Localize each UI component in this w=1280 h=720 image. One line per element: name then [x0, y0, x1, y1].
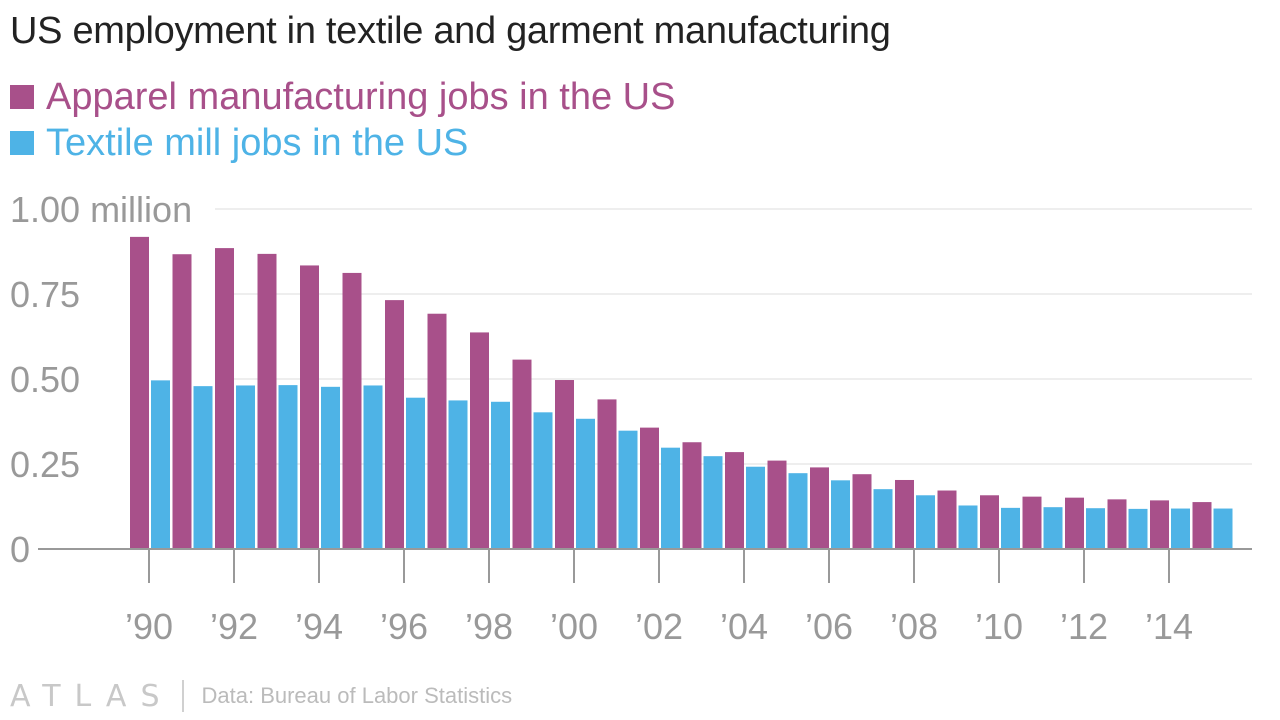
x-tick-label: ’14: [1145, 606, 1193, 647]
bar-textile-2006: [831, 480, 850, 549]
footer: ATLAS Data: Bureau of Labor Statistics: [10, 678, 512, 714]
bar-textile-2015: [1213, 508, 1233, 549]
bar-textile-1995: [363, 385, 383, 549]
footer-divider: [181, 680, 184, 712]
bar-apparel-2003: [682, 442, 702, 549]
bar-apparel-2001: [597, 399, 617, 549]
bar-textile-2010: [1001, 507, 1020, 549]
legend-swatch-apparel: [10, 85, 34, 109]
y-tick-label: 0: [10, 529, 30, 570]
bar-apparel-2004: [725, 452, 744, 549]
legend-item-textile: Textile mill jobs in the US: [10, 120, 675, 166]
bar-apparel-1996: [385, 300, 404, 549]
bar-textile-1997: [448, 400, 468, 549]
y-tick-label: 1.00 million: [10, 189, 192, 230]
bar-textile-2004: [746, 466, 765, 549]
bar-textile-2003: [703, 456, 723, 549]
bar-textile-2001: [618, 430, 638, 549]
bar-apparel-1995: [342, 272, 362, 549]
x-tick-label: ’98: [465, 606, 513, 647]
bar-apparel-2012: [1065, 497, 1084, 549]
x-tick-label: ’06: [805, 606, 853, 647]
chart-title: US employment in textile and garment man…: [10, 10, 891, 52]
x-tick-label: ’08: [890, 606, 938, 647]
bar-textile-2005: [788, 473, 808, 549]
bar-textile-1993: [278, 385, 298, 549]
bar-textile-2009: [958, 505, 978, 549]
atlas-logo: ATLAS: [10, 678, 174, 714]
bar-textile-2014: [1171, 508, 1190, 549]
y-tick-label: 0.50: [10, 359, 80, 400]
bar-apparel-1997: [427, 313, 447, 549]
x-tick-label: ’92: [210, 606, 258, 647]
y-tick-label: 0.25: [10, 444, 80, 485]
bar-textile-2008: [916, 495, 935, 549]
bar-apparel-1998: [470, 332, 489, 549]
bar-textile-1991: [193, 386, 213, 549]
bar-textile-2012: [1086, 508, 1105, 549]
legend-swatch-textile: [10, 131, 34, 155]
bar-textile-1996: [406, 397, 425, 549]
legend-item-apparel: Apparel manufacturing jobs in the US: [10, 74, 675, 120]
bar-apparel-1999: [512, 359, 532, 549]
bar-apparel-2015: [1192, 502, 1212, 549]
x-tick-label: ’96: [380, 606, 428, 647]
x-tick-label: ’10: [975, 606, 1023, 647]
x-tick-label: ’04: [720, 606, 768, 647]
bar-apparel-2007: [852, 474, 872, 549]
bar-textile-2002: [661, 447, 680, 549]
x-tick-label: ’90: [125, 606, 173, 647]
bar-textile-2000: [576, 418, 595, 549]
bar-apparel-2011: [1022, 496, 1042, 549]
x-tick-label: ’02: [635, 606, 683, 647]
bar-textile-1990: [151, 380, 170, 549]
bar-textile-1998: [491, 401, 510, 549]
bar-apparel-1990: [130, 236, 149, 549]
bar-textile-1992: [236, 385, 255, 549]
y-tick-label: 0.75: [10, 274, 80, 315]
bar-apparel-1993: [257, 253, 277, 549]
bar-textile-2011: [1043, 507, 1063, 549]
bar-apparel-2009: [937, 490, 957, 549]
legend-label-textile: Textile mill jobs in the US: [46, 121, 469, 164]
bar-apparel-1992: [215, 248, 234, 549]
bar-textile-2007: [873, 489, 893, 549]
bar-apparel-2008: [895, 479, 914, 549]
legend: Apparel manufacturing jobs in the US Tex…: [10, 74, 675, 166]
legend-label-apparel: Apparel manufacturing jobs in the US: [46, 75, 676, 118]
bar-apparel-1994: [300, 265, 319, 549]
source-note: Data: Bureau of Labor Statistics: [201, 683, 513, 708]
bar-apparel-2002: [640, 427, 659, 549]
bar-apparel-1991: [172, 254, 192, 549]
x-tick-label: ’12: [1060, 606, 1108, 647]
bar-apparel-2014: [1150, 500, 1169, 549]
x-tick-label: ’94: [295, 606, 343, 647]
bar-textile-1994: [321, 386, 340, 549]
bar-apparel-2010: [980, 495, 999, 549]
bar-textile-2013: [1128, 508, 1148, 549]
bar-apparel-2006: [810, 467, 829, 549]
bar-textile-1999: [533, 412, 553, 549]
bar-apparel-2005: [767, 460, 787, 549]
x-tick-label: ’00: [550, 606, 598, 647]
bar-apparel-2000: [555, 380, 574, 549]
bar-apparel-2013: [1107, 499, 1127, 549]
bar-chart: 0 0.25 0.50 0.75 1.00 million ’90 ’92 ’94 ’96 ’98…: [10, 189, 1252, 647]
